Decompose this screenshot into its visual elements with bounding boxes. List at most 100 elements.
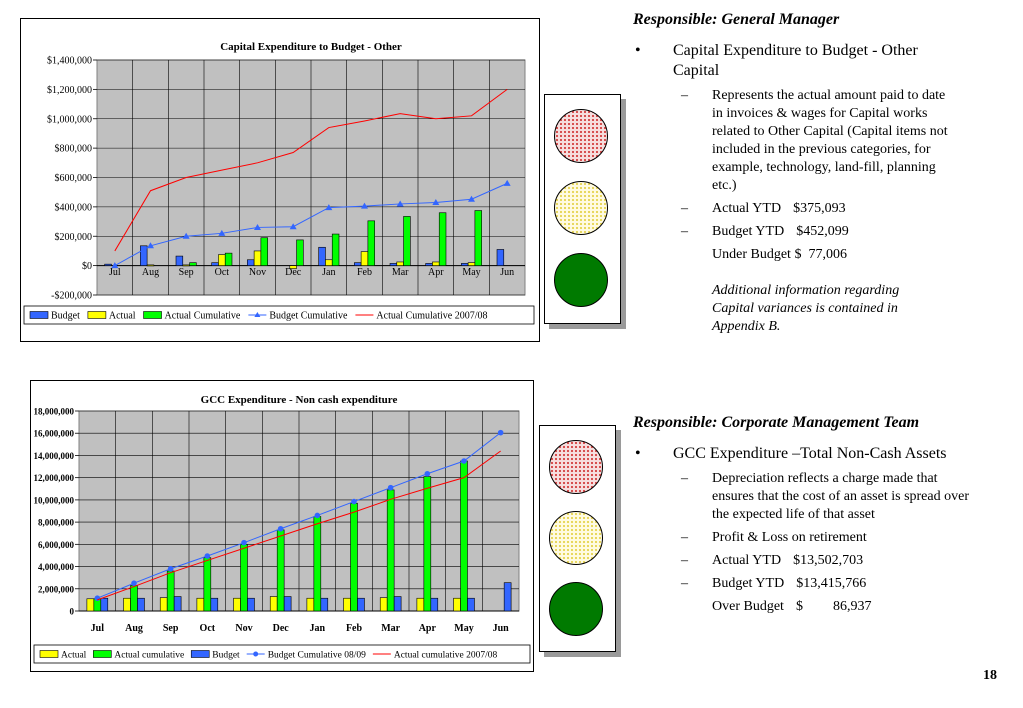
bullet-icon: • — [635, 445, 641, 462]
responsible-colon: : — [712, 11, 718, 28]
point-budget-cumulative — [503, 179, 511, 186]
point-budget-cumulative — [254, 223, 261, 230]
point-budget-cumulative — [361, 202, 368, 209]
legend-swatch-actual — [87, 311, 107, 319]
page-number: 18 — [983, 668, 997, 683]
red-lamp-icon — [549, 440, 603, 494]
variance-label: Under Budget — [712, 247, 791, 262]
variance-value: $ 77,006 — [794, 247, 847, 262]
bar-actual-cumulative — [240, 544, 248, 612]
x-tick-label: Jul — [91, 623, 105, 634]
dash-icon: – — [681, 471, 688, 486]
bar-actual-cumulative — [130, 585, 138, 612]
y-tick-label: 18,000,000 — [34, 407, 75, 417]
legend-entry: Actual — [109, 311, 136, 322]
bar-actual — [379, 597, 388, 612]
dash-icon: – — [681, 224, 688, 239]
non-cash-expenditure-chart: GCC Expenditure - Non cash expenditure 0 2… — [30, 380, 534, 672]
legend-marker-budget-cumulative — [254, 312, 261, 317]
y-tick-label: $1,000,000 — [47, 114, 92, 125]
bar-actual-cumulative — [460, 460, 468, 612]
y-tick-label: 12,000,000 — [34, 473, 75, 483]
bar-budget — [173, 596, 182, 612]
line-budget-cumulative — [114, 182, 508, 267]
bullet-item: • Capital Expenditure to Budget - Other … — [633, 41, 1013, 81]
bar-actual-cumulative — [438, 212, 447, 266]
bar-actual-cumulative — [276, 529, 285, 612]
point-budget-cumulative-08-09 — [94, 595, 101, 602]
bar-actual-cumulative — [423, 476, 432, 612]
x-tick-label: Apr — [428, 267, 444, 278]
x-tick-label: Mar — [381, 623, 400, 634]
point-budget-cumulative-08-09 — [461, 458, 467, 464]
bullet-item: • GCC Expenditure –Total Non-Cash Assets — [633, 444, 1013, 464]
bullet-icon: • — [635, 42, 641, 59]
budget-ytd-value: $13,415,766 — [796, 576, 867, 591]
green-lamp-icon — [549, 582, 603, 636]
bar-actual — [182, 264, 190, 267]
bar-budget — [425, 263, 433, 266]
chart-title: Capital Expenditure to Budget - Other — [220, 41, 402, 53]
x-tick-label: May — [454, 623, 473, 634]
bar-actual — [253, 250, 262, 266]
bar-actual — [343, 597, 351, 612]
actual-ytd-label: Actual YTD — [712, 201, 782, 216]
bar-actual — [159, 597, 168, 612]
responsible-heading: Responsible: Corporate Management Team — [633, 414, 920, 431]
bar-budget — [467, 597, 475, 612]
x-tick-label: Jun — [500, 267, 514, 278]
point-budget-cumulative — [218, 229, 226, 236]
bar-budget — [247, 259, 255, 266]
x-tick-label: Nov — [235, 623, 252, 634]
point-budget-cumulative — [432, 198, 440, 205]
legend-entry: Budget — [212, 651, 240, 661]
bar-actual-cumulative — [403, 216, 411, 266]
bar-actual — [233, 597, 241, 612]
point-budget-cumulative-08-09 — [204, 553, 211, 559]
bar-actual-cumulative — [386, 489, 395, 612]
point-budget-cumulative-08-09 — [314, 512, 321, 519]
point-budget-cumulative — [147, 242, 154, 249]
variance-row: Over Budget $86,937 — [633, 598, 1013, 616]
bar-budget — [496, 249, 505, 266]
legend-swatch-actual-cumulative — [93, 650, 112, 658]
bar-budget — [503, 582, 512, 612]
bar-actual — [146, 264, 155, 267]
actual-ytd-row: – Actual YTD $375,093 — [633, 200, 1013, 218]
legend-entry: Budget Cumulative — [269, 311, 348, 322]
sub-item-text: Profit & Loss on retirement — [712, 530, 867, 545]
bar-budget — [210, 597, 219, 612]
x-tick-label: Aug — [142, 267, 159, 278]
bar-budget — [283, 596, 292, 612]
bar-actual — [416, 597, 425, 612]
responsible-name: General Manager — [721, 11, 840, 28]
bar-actual-cumulative — [203, 557, 212, 612]
bar-actual — [467, 262, 476, 266]
point-budget-cumulative — [111, 262, 119, 269]
point-budget-cumulative-08-09 — [351, 498, 357, 505]
y-tick-label: -$200,000 — [51, 291, 92, 302]
bar-actual — [123, 597, 131, 612]
bar-actual-cumulative — [189, 262, 197, 266]
red-lamp-icon — [554, 109, 608, 163]
bar-actual — [289, 265, 297, 269]
y-tick-label: $1,400,000 — [47, 56, 92, 67]
x-tick-label: Feb — [357, 267, 372, 278]
legend-entry: Actual Cumulative — [165, 311, 241, 322]
point-budget-cumulative-08-09 — [424, 470, 431, 477]
point-budget-cumulative-08-09 — [167, 565, 174, 572]
line-actual-cumulative-2007-08 — [97, 450, 501, 601]
x-tick-label: Sep — [163, 623, 179, 634]
bar-budget — [320, 597, 329, 612]
bar-actual-cumulative — [166, 570, 175, 612]
x-tick-label: Jun — [493, 623, 510, 634]
legend-entry: Actual cumulative 2007/08 — [394, 651, 498, 661]
bar-actual — [453, 597, 461, 612]
line-budget-cumulative-08-09 — [97, 432, 501, 599]
legend-swatch-actual-cumulative — [143, 311, 162, 319]
bar-actual-cumulative — [474, 210, 482, 266]
bar-budget — [140, 245, 148, 266]
bar-actual — [360, 251, 369, 266]
actual-ytd-label: Actual YTD — [712, 553, 782, 568]
variance-value: 86,937 — [832, 599, 872, 614]
